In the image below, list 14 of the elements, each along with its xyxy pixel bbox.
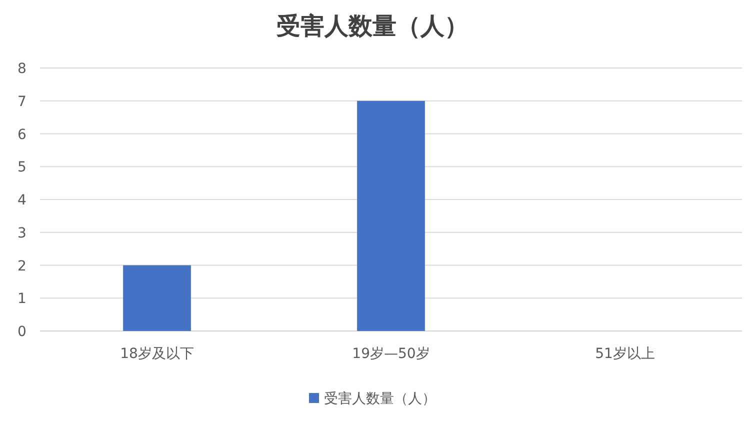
chart-title: 受害人数量（人） <box>276 11 468 40</box>
y-tick-label: 4 <box>18 192 27 208</box>
y-tick-label: 7 <box>18 94 26 110</box>
legend-label: 受害人数量（人） <box>324 391 436 407</box>
y-tick-label: 8 <box>18 61 26 77</box>
x-tick-label: 18岁及以下 <box>120 346 194 362</box>
y-tick-label: 5 <box>18 160 26 176</box>
y-tick-label: 1 <box>18 291 26 308</box>
y-tick-label: 6 <box>18 126 27 143</box>
y-tick-label: 3 <box>18 225 26 242</box>
y-tick-label: 2 <box>18 258 26 274</box>
y-tick-label: 0 <box>18 324 26 340</box>
x-tick-label: 19岁—50岁 <box>352 346 430 362</box>
x-tick-label: 51岁以上 <box>595 346 655 362</box>
